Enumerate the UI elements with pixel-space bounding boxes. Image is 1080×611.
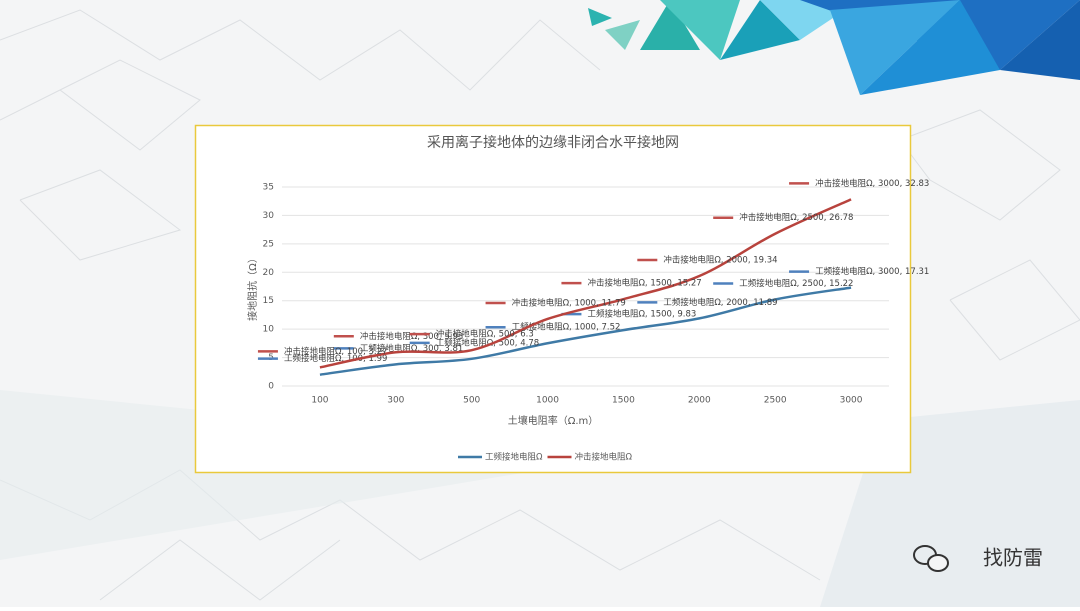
data-label: 冲击接地电阻Ω, 1000, 11.79	[512, 297, 626, 308]
legend-label: 冲击接地电阻Ω	[575, 452, 633, 463]
y-axis-label: 接地阻抗（Ω）	[246, 253, 259, 321]
data-label: 冲击接地电阻Ω, 300, 5.93	[360, 331, 463, 342]
x-tick-label: 2000	[688, 396, 711, 406]
background-shape	[0, 390, 600, 560]
legend-label: 工频接地电阻Ω	[485, 452, 543, 463]
data-label: 工频接地电阻Ω, 1500, 9.83	[587, 309, 696, 320]
x-tick-label: 1000	[536, 396, 559, 406]
data-label: 工频接地电阻Ω, 3000, 17.31	[815, 266, 929, 277]
data-label: 工频接地电阻Ω, 2500, 15.22	[739, 278, 853, 289]
data-label: 工频接地电阻Ω, 1000, 7.52	[512, 322, 621, 333]
chart-title: 采用离子接地体的边缘非闭合水平接地网	[427, 134, 679, 151]
data-label: 工频接地电阻Ω, 300, 3.81	[360, 343, 463, 354]
y-tick-label: 30	[263, 211, 275, 221]
series-line	[319, 286, 852, 376]
data-label: 冲击接地电阻Ω, 500, 6.3	[436, 329, 534, 340]
y-tick-label: 20	[263, 268, 275, 278]
watermark: 找防雷	[983, 546, 1043, 570]
y-tick-label: 15	[263, 296, 274, 306]
y-tick-label: 25	[263, 239, 274, 249]
y-tick-label: 10	[263, 325, 275, 335]
y-tick-label: 35	[263, 183, 274, 193]
x-tick-label: 500	[463, 396, 480, 406]
data-label: 冲击接地电阻Ω, 1500, 15.27	[587, 278, 701, 289]
x-tick-label: 100	[311, 396, 328, 406]
data-label: 工频接地电阻Ω, 100, 1.99	[284, 353, 387, 364]
data-label: 冲击接地电阻Ω, 2000, 19.34	[663, 255, 777, 266]
decor-triangles	[588, 0, 1080, 95]
x-tick-label: 1500	[612, 396, 635, 406]
data-label: 工频接地电阻Ω, 2000, 11.89	[663, 297, 777, 308]
x-tick-label: 300	[387, 396, 404, 406]
data-label: 工频接地电阻Ω, 500, 4.78	[436, 337, 539, 348]
x-tick-label: 3000	[840, 396, 863, 406]
data-label: 冲击接地电阻Ω, 3000, 32.83	[815, 178, 929, 189]
series-line	[319, 198, 852, 369]
x-tick-label: 2500	[764, 396, 787, 406]
wechat-icon	[913, 545, 949, 572]
x-axis-label: 土壤电阻率（Ω.m）	[508, 414, 599, 427]
data-label: 冲击接地电阻Ω, 2500, 26.78	[739, 212, 853, 223]
data-label: 冲击接地电阻Ω, 100, 3.27	[284, 346, 387, 357]
y-tick-label: 0	[268, 382, 274, 392]
